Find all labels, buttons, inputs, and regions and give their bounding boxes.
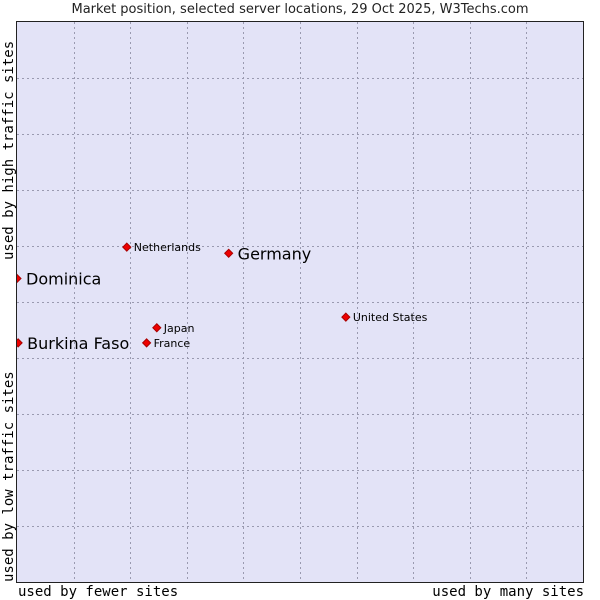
point-marker-burkina-faso	[17, 338, 23, 348]
point-germany: Germany	[223, 244, 312, 263]
y-axis-label-low: used by low traffic sites	[1, 371, 17, 582]
point-label-burkina-faso: Burkina Faso	[27, 334, 129, 353]
plot-area: Netherlands Germany Dominica United States J…	[16, 21, 584, 583]
point-label-japan: Japan	[163, 322, 195, 335]
point-france: France	[141, 337, 191, 350]
x-axis-label-high: used by many sites	[432, 584, 584, 600]
point-netherlands: Netherlands	[122, 241, 201, 254]
point-marker-japan	[152, 323, 162, 333]
point-label-netherlands: Netherlands	[134, 241, 201, 254]
point-japan: Japan	[152, 322, 195, 335]
point-label-germany: Germany	[238, 244, 312, 263]
point-marker-netherlands	[122, 242, 132, 252]
y-axis-label-high: used by high traffic sites	[1, 40, 17, 260]
point-marker-united-states	[341, 312, 351, 322]
point-label-france: France	[154, 337, 191, 350]
point-united-states: United States	[341, 311, 428, 324]
point-marker-dominica	[17, 273, 22, 284]
point-burkina-faso: Burkina Faso	[17, 334, 129, 353]
chart-title: Market position, selected server locatio…	[71, 2, 529, 17]
scatter-plot: Netherlands Germany Dominica United States J…	[17, 22, 583, 582]
point-dominica: Dominica	[17, 269, 101, 288]
point-marker-germany	[223, 248, 234, 258]
point-label-united-states: United States	[353, 311, 428, 324]
point-marker-france	[141, 338, 152, 348]
x-axis-label-low: used by fewer sites	[18, 584, 179, 600]
point-label-dominica: Dominica	[26, 269, 101, 288]
